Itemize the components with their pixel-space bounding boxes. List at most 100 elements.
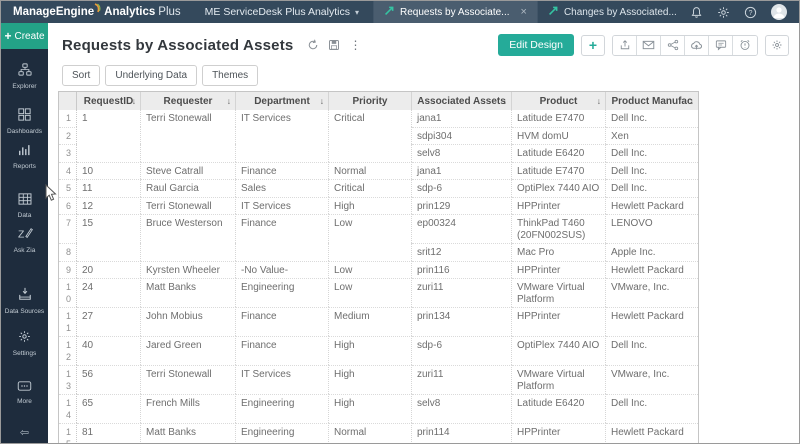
comments-icon[interactable] xyxy=(709,35,733,55)
sidebar-item-more[interactable]: More xyxy=(1,378,48,405)
cell-asset[interactable]: jana1 xyxy=(412,161,512,179)
cell-manufacturer[interactable]: Hewlett Packard xyxy=(606,260,698,279)
cell-product[interactable]: Latitude E7470 xyxy=(512,161,606,179)
cell-asset[interactable]: prin114 xyxy=(412,423,512,443)
cell-id[interactable]: 15 xyxy=(77,214,141,243)
sidebar-collapse-icon[interactable]: ⇦ xyxy=(19,427,30,439)
sidebar-item-dashboards[interactable]: Dashboards xyxy=(1,108,48,135)
cell-manufacturer[interactable]: VMware, Inc. xyxy=(606,278,698,307)
user-avatar[interactable] xyxy=(771,4,787,20)
cell-department[interactable] xyxy=(236,126,329,144)
view-tab-2[interactable]: Changes by Associated... xyxy=(536,1,687,23)
cell-department[interactable]: Finance xyxy=(236,336,329,365)
cell-priority[interactable]: High xyxy=(329,394,412,423)
cell-priority[interactable]: Critical xyxy=(329,179,412,197)
cell-requester[interactable] xyxy=(141,243,236,261)
cell-asset[interactable]: ep00324 xyxy=(412,214,512,243)
cell-requester[interactable]: Matt Banks xyxy=(141,423,236,443)
sidebar-item-data-sources[interactable]: Data Sources xyxy=(1,287,48,315)
cell-product[interactable]: Mac Pro xyxy=(512,243,606,261)
cell-product[interactable]: HVM domU xyxy=(512,126,606,144)
sort-descending-icon[interactable]: ↓ xyxy=(596,96,601,106)
sort-descending-icon[interactable]: ↓ xyxy=(226,96,231,106)
cell-id[interactable]: 20 xyxy=(77,260,141,278)
cell-manufacturer[interactable]: LENOVO xyxy=(606,214,698,243)
cell-department[interactable]: Engineering xyxy=(236,394,329,423)
cell-manufacturer[interactable]: Hewlett Packard xyxy=(606,423,698,443)
cell-id[interactable] xyxy=(77,126,141,144)
sort-descending-icon[interactable]: ↓ xyxy=(502,96,507,106)
cell-asset[interactable]: prin116 xyxy=(412,260,512,278)
cell-department[interactable]: Finance xyxy=(236,214,329,243)
cell-asset[interactable]: sdpi304 xyxy=(412,126,512,144)
cell-priority[interactable] xyxy=(329,243,412,261)
email-icon[interactable] xyxy=(637,35,661,55)
cell-department[interactable]: IT Services xyxy=(236,196,329,214)
close-icon[interactable]: × xyxy=(520,6,527,18)
cell-asset[interactable]: sdp-6 xyxy=(412,179,512,197)
sidebar-item-data[interactable]: Data xyxy=(1,192,48,219)
cell-requester[interactable]: Terri Stonewall xyxy=(141,365,236,394)
cell-asset[interactable]: zuri11 xyxy=(412,278,512,307)
cell-requester[interactable] xyxy=(141,126,236,144)
cell-id[interactable]: 1 xyxy=(77,110,141,127)
cell-department[interactable]: IT Services xyxy=(236,365,329,394)
cell-requester[interactable]: Raul Garcia xyxy=(141,179,236,197)
cell-id[interactable] xyxy=(77,144,141,162)
cell-department[interactable]: Engineering xyxy=(236,423,329,443)
cell-product[interactable]: OptiPlex 7440 AIO xyxy=(512,179,606,197)
more-options-kebab-icon[interactable]: ⋮ xyxy=(349,38,362,52)
cell-id[interactable]: 24 xyxy=(77,278,141,307)
cell-manufacturer[interactable]: VMware, Inc. xyxy=(606,365,698,394)
column-header-requestid[interactable]: RequestID ↓ xyxy=(77,92,141,110)
share-icon[interactable] xyxy=(661,35,685,55)
sort-button[interactable]: Sort xyxy=(62,65,101,86)
cell-asset[interactable]: selv8 xyxy=(412,394,512,423)
cell-manufacturer[interactable]: Dell Inc. xyxy=(606,179,698,197)
add-view-button[interactable]: + xyxy=(581,34,605,56)
themes-button[interactable]: Themes xyxy=(202,65,259,86)
sort-descending-icon[interactable]: ↓ xyxy=(131,96,136,106)
cell-id[interactable]: 65 xyxy=(77,394,141,423)
cell-manufacturer[interactable]: Apple Inc. xyxy=(606,243,698,261)
sidebar-item-ask-zia[interactable]: Z Ask Zia xyxy=(1,227,48,254)
cell-id[interactable]: 40 xyxy=(77,336,141,365)
cell-requester[interactable]: John Mobius xyxy=(141,307,236,336)
cell-id[interactable]: 81 xyxy=(77,423,141,443)
cell-manufacturer[interactable]: Dell Inc. xyxy=(606,161,698,180)
cell-requester[interactable]: Bruce Westerson xyxy=(141,214,236,243)
cell-asset[interactable]: jana1 xyxy=(412,110,512,127)
column-header-product[interactable]: Product ↓ xyxy=(512,92,606,110)
cell-priority[interactable]: Critical xyxy=(329,110,412,127)
underlying-data-button[interactable]: Underlying Data xyxy=(105,65,198,86)
cell-requester[interactable]: French Mills xyxy=(141,394,236,423)
create-button[interactable]: + Create xyxy=(1,23,48,49)
cell-department[interactable] xyxy=(236,144,329,162)
cell-requester[interactable]: Steve Catrall xyxy=(141,161,236,179)
cell-priority[interactable]: Normal xyxy=(329,423,412,443)
cell-department[interactable]: Finance xyxy=(236,307,329,336)
cell-asset[interactable]: prin134 xyxy=(412,307,512,336)
cell-product[interactable]: Latitude E6420 xyxy=(512,144,606,162)
workspace-switcher[interactable]: ME ServiceDesk Plus Analytics ▾ xyxy=(191,1,373,23)
refresh-icon[interactable] xyxy=(307,39,319,51)
cell-id[interactable] xyxy=(77,243,141,261)
cell-asset[interactable]: srit12 xyxy=(412,243,512,261)
cell-manufacturer[interactable]: Dell Inc. xyxy=(606,144,698,162)
cell-priority[interactable]: Medium xyxy=(329,307,412,336)
cell-department[interactable]: IT Services xyxy=(236,110,329,127)
cell-requester[interactable]: Matt Banks xyxy=(141,278,236,307)
export-icon[interactable] xyxy=(613,35,637,55)
cell-department[interactable]: Sales xyxy=(236,179,329,197)
sort-descending-icon[interactable]: ↓ xyxy=(689,96,694,106)
cell-priority[interactable] xyxy=(329,126,412,144)
cell-department[interactable] xyxy=(236,243,329,261)
cell-requester[interactable]: Terri Stonewall xyxy=(141,196,236,214)
cell-priority[interactable] xyxy=(329,144,412,162)
cell-manufacturer[interactable]: Dell Inc. xyxy=(606,394,698,423)
cell-manufacturer[interactable]: Hewlett Packard xyxy=(606,196,698,215)
cell-product[interactable]: VMware Virtual Platform xyxy=(512,365,606,394)
cell-requester[interactable]: Jared Green xyxy=(141,336,236,365)
cell-priority[interactable]: High xyxy=(329,365,412,394)
cell-product[interactable]: OptiPlex 7440 AIO xyxy=(512,336,606,365)
